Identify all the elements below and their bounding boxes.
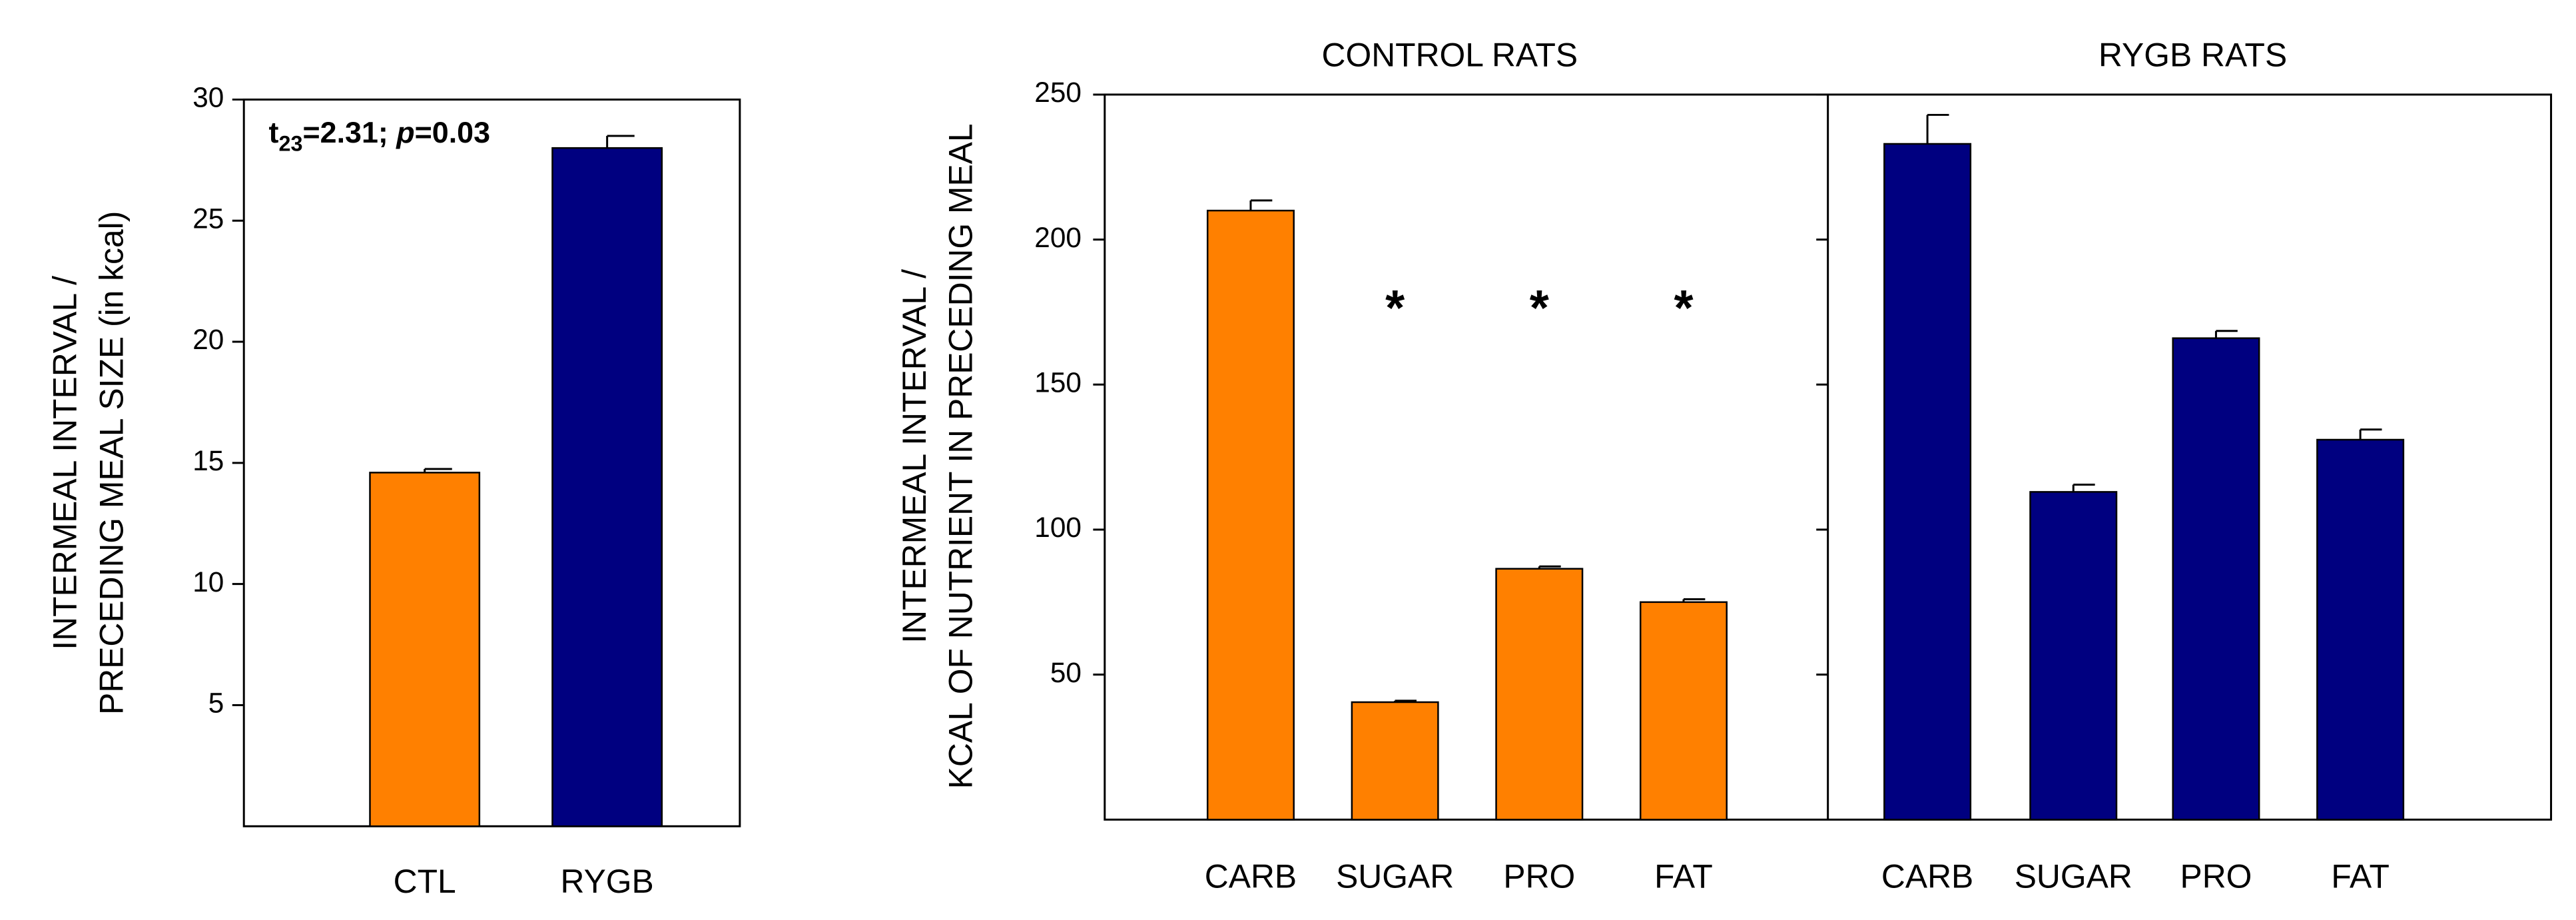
y-tick-label: 15 <box>192 445 224 476</box>
annotation-part: =0.03 <box>415 116 490 149</box>
y-tick-label: 20 <box>192 324 224 355</box>
y-tick-label: 200 <box>1034 222 1082 253</box>
bar <box>1206 209 1295 821</box>
x-tick-label: RYGB <box>561 863 654 900</box>
error-bar <box>1394 699 1417 703</box>
panel-title: RYGB RATS <box>2098 37 2287 74</box>
y-tick-label: 50 <box>1050 657 1082 688</box>
y-tick-label: 10 <box>192 566 224 598</box>
x-tick-label: CARB <box>1881 857 1973 895</box>
y-tick-label: 100 <box>1034 512 1082 543</box>
x-tick-label: CARB <box>1205 857 1297 895</box>
bar <box>369 472 481 827</box>
y-tick-label: 150 <box>1034 366 1082 398</box>
error-bar <box>1538 565 1561 569</box>
error-bar <box>2359 428 2382 440</box>
panel-title: CONTROL RATS <box>1322 37 1578 74</box>
significance-marker: * <box>1530 280 1549 336</box>
y-axis-label: INTERMEAL INTERVAL / <box>896 269 933 644</box>
bar <box>1351 701 1439 821</box>
y-axis-label: INTERMEAL INTERVAL / <box>47 276 84 650</box>
error-bar <box>1926 113 1949 144</box>
error-bar <box>424 468 452 473</box>
bar <box>1639 601 1728 821</box>
error-bar <box>1682 598 1706 602</box>
x-tick-label: FAT <box>1654 857 1713 895</box>
significance-marker: * <box>1385 280 1405 336</box>
error-bar <box>606 135 635 149</box>
annotation: t23=2.31; p=0.03 <box>269 116 490 155</box>
x-tick-label: PRO <box>1503 857 1575 895</box>
x-tick-label: PRO <box>2180 857 2252 895</box>
x-tick-label: FAT <box>2331 857 2390 895</box>
bar <box>2172 337 2260 821</box>
annotation-part: t <box>269 116 279 149</box>
annotation-part: 23 <box>279 132 303 156</box>
bar <box>2316 438 2405 821</box>
error-bar <box>2072 484 2095 492</box>
bar <box>1883 143 1972 821</box>
x-tick-label: CTL <box>394 863 456 900</box>
plot-frame <box>242 98 741 827</box>
y-tick-label: 250 <box>1034 77 1082 108</box>
y-tick-label: 30 <box>192 82 224 113</box>
y-axis-label: KCAL OF NUTRIENT IN PRECEDING MEAL <box>942 123 980 789</box>
bar <box>1495 568 1584 821</box>
annotation-part: =2.31; <box>303 116 397 149</box>
annotation-part: p <box>396 116 414 149</box>
bar <box>551 147 663 827</box>
x-tick-label: SUGAR <box>2015 857 2132 895</box>
bar <box>2029 491 2118 821</box>
y-tick-label: 5 <box>208 688 224 719</box>
error-bar <box>2214 330 2238 338</box>
x-tick-label: SUGAR <box>1336 857 1454 895</box>
y-axis-label: PRECEDING MEAL SIZE (in kcal) <box>93 211 130 715</box>
error-bar <box>1249 199 1273 211</box>
significance-marker: * <box>1674 280 1693 336</box>
y-tick-label: 25 <box>192 203 224 234</box>
